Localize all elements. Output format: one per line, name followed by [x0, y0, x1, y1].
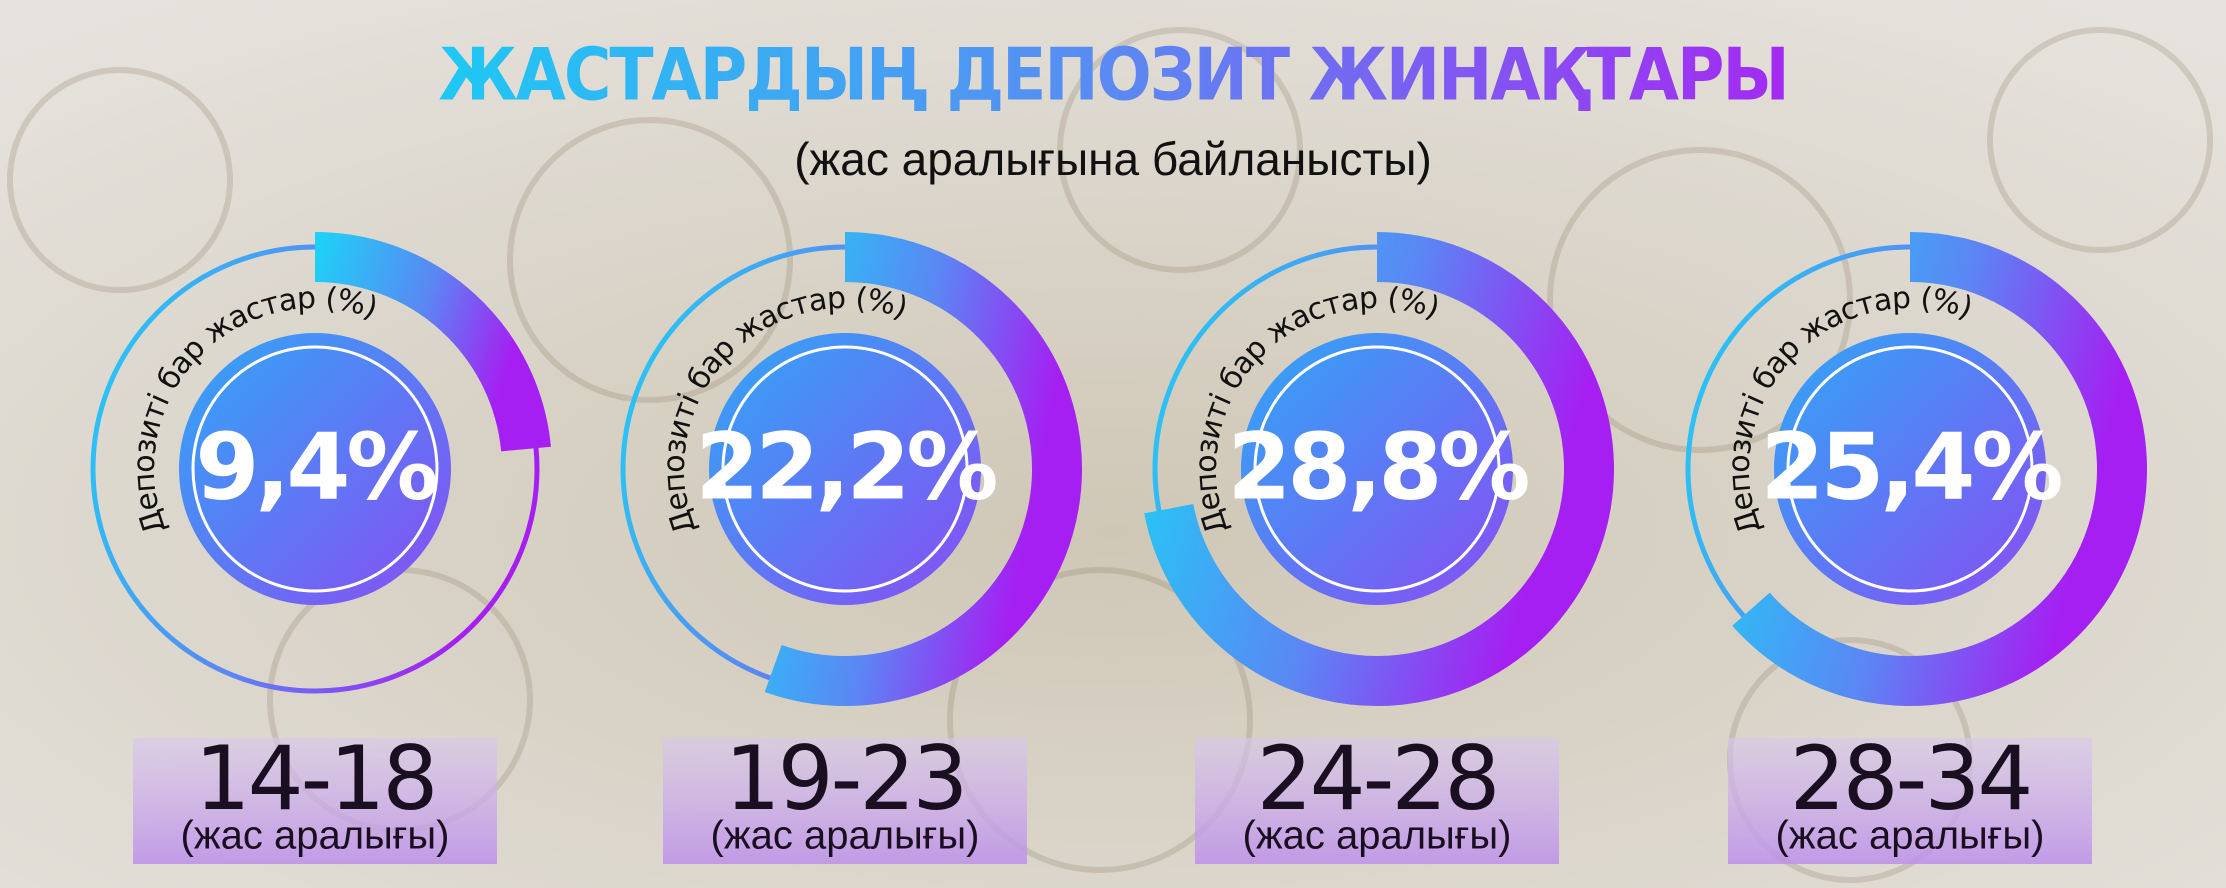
gauge-arc: [1732, 232, 2147, 706]
value-label: 22,2%: [695, 413, 996, 520]
category-label: 28-34: [1790, 727, 2031, 830]
inner-ring: [721, 345, 969, 593]
inner-disc: [1774, 333, 2046, 605]
category-box: [1195, 738, 1559, 864]
category-note: (жас аралығы): [181, 814, 450, 858]
category-label: 14-18: [195, 727, 436, 830]
inner-ring: [1253, 345, 1501, 593]
value-label: 9,4%: [195, 413, 436, 520]
value-label: 25,4%: [1760, 413, 2061, 520]
category-note: (жас аралығы): [1776, 814, 2045, 858]
category-label: 19-23: [725, 727, 966, 830]
category-box: [133, 738, 497, 864]
category-note: (жас аралығы): [1243, 814, 1512, 858]
subtitle: (жас аралығына байланысты): [794, 133, 1432, 185]
title: ЖАСТАРДЫҢ ДЕПОЗИТ ЖИНАҚТАРЫ: [438, 33, 1787, 117]
category-box: [663, 738, 1027, 864]
inner-ring: [191, 345, 439, 593]
category-label: 24-28: [1257, 727, 1498, 830]
inner-disc: [709, 333, 981, 605]
inner-disc: [179, 333, 451, 605]
value-label: 28,8%: [1227, 413, 1528, 520]
category-note: (жас аралығы): [711, 814, 980, 858]
inner-disc: [1241, 333, 1513, 605]
gauge-arc: [1144, 232, 1614, 706]
inner-ring: [1786, 345, 2034, 593]
gauge-arc: [314, 232, 551, 452]
category-box: [1728, 738, 2092, 864]
gauge-arc: [764, 232, 1082, 706]
